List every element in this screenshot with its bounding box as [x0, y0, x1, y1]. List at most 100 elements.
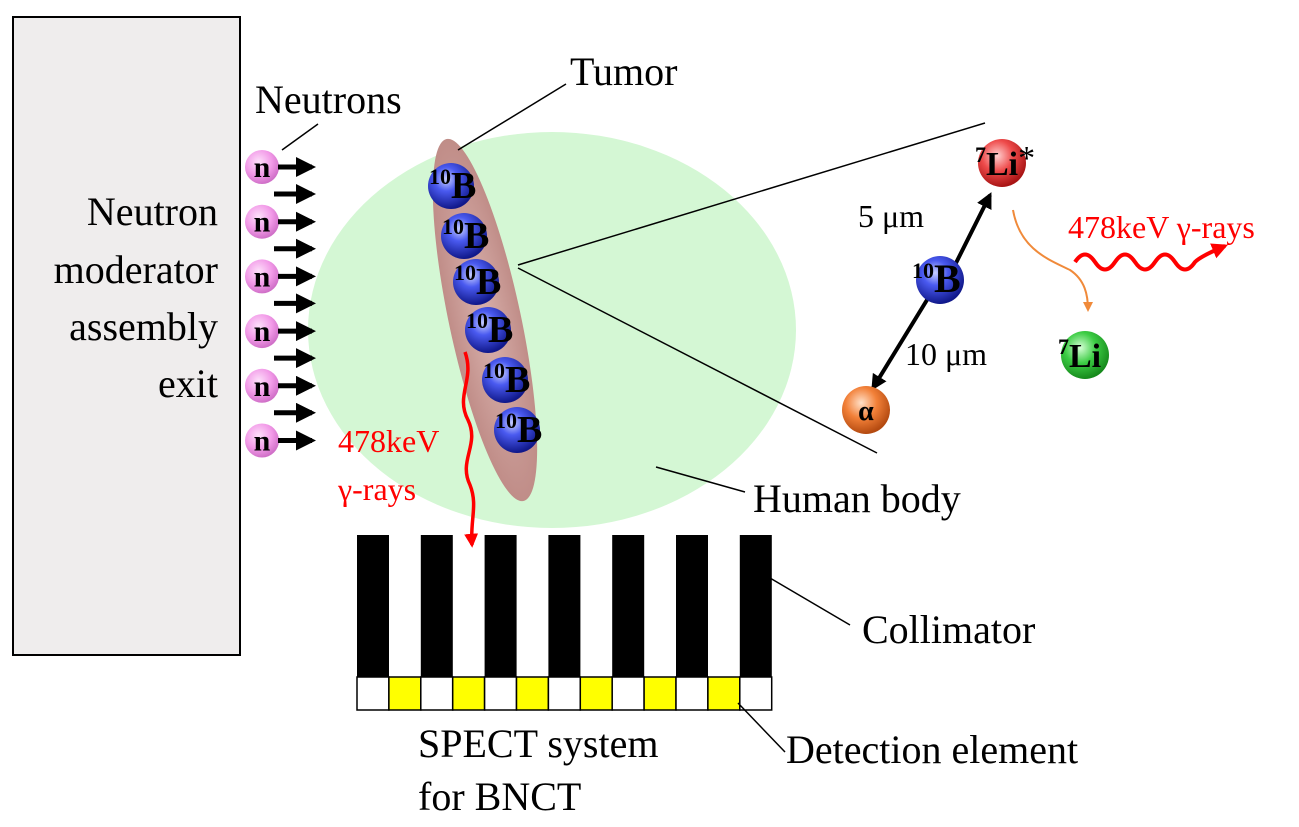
boron-mass: 10 — [429, 164, 451, 189]
alpha-particle — [842, 386, 890, 434]
detection-cell — [611, 676, 645, 711]
zoom-line-bottom — [517, 267, 878, 454]
detection-cell — [675, 676, 709, 711]
boron-atom — [494, 407, 540, 453]
li-excited-label: 7Li* — [975, 140, 1035, 183]
detection-cell — [547, 676, 582, 711]
boron-atom — [428, 163, 474, 209]
boron-mass: 10 — [495, 408, 517, 433]
boron-atom — [482, 357, 528, 403]
collimator-septum — [739, 535, 772, 677]
moderator-box — [12, 16, 241, 656]
li-excited-symbol: Li — [986, 146, 1018, 183]
moderator-label-line4: exit — [158, 361, 218, 406]
body-leader — [655, 466, 746, 493]
detection-cell — [388, 676, 422, 711]
li-label: 7Li — [1058, 334, 1101, 375]
neutrons-label: Neutrons — [255, 77, 402, 122]
boron-label: 10B — [466, 308, 513, 351]
li-excited-atom — [978, 139, 1026, 187]
collimator-septum — [612, 535, 645, 677]
gamma-inset-label: 478keV γ-rays — [1068, 209, 1255, 245]
detection-cell — [739, 676, 773, 711]
boron-label: 10B — [454, 260, 501, 303]
reaction-boron-atom — [916, 256, 964, 304]
boron-symbol: B — [451, 165, 476, 207]
collimator-septum — [676, 535, 708, 677]
detection-cell — [483, 676, 518, 711]
neutron-symbol: n — [254, 315, 271, 348]
detection-cell — [579, 676, 613, 711]
collimator-septum — [357, 535, 389, 677]
boron-atom — [465, 307, 511, 353]
detector-leader — [737, 702, 786, 753]
detection-cell — [420, 676, 454, 711]
li-atom — [1061, 331, 1109, 379]
boron-label: 10B — [495, 408, 542, 451]
detection-cell — [643, 676, 677, 711]
boron-mass: 10 — [454, 260, 476, 285]
gamma-body-line1: 478keV — [338, 423, 439, 459]
zoom-line-top — [517, 122, 986, 266]
li-excited-mass: 7 — [975, 142, 986, 167]
tumor-leader — [457, 83, 567, 151]
human-body — [308, 132, 796, 528]
boron-symbol: B — [517, 409, 542, 451]
neutron-symbol: n — [254, 425, 271, 458]
alpha-track — [871, 293, 932, 391]
boron-mass: 10 — [483, 358, 505, 383]
boron-label: 10B — [429, 164, 476, 207]
moderator-label-line2: moderator — [54, 247, 218, 292]
reaction-boron-label: 10B — [912, 256, 961, 301]
boron-symbol: B — [476, 261, 501, 303]
detection-cell — [356, 676, 390, 711]
li-excited-star: * — [1018, 140, 1035, 177]
collimator-septum — [420, 535, 453, 677]
detector-label: Detection element — [786, 727, 1078, 772]
neutrons-leader — [281, 123, 319, 151]
reaction-boron-mass: 10 — [912, 258, 934, 283]
collimator-leader — [769, 577, 851, 626]
li-mass: 7 — [1058, 334, 1069, 359]
reaction-boron-symbol: B — [934, 256, 961, 301]
gamma-path-body — [461, 351, 479, 548]
neutron-symbol: n — [254, 370, 271, 403]
range-alpha-label: 10 μm — [905, 336, 987, 372]
decay-arrow — [1012, 209, 1093, 312]
neutron-particle — [245, 368, 279, 403]
gamma-body-line2: γ-rays — [337, 471, 416, 507]
system-label-line2: for BNCT — [418, 774, 581, 819]
boron-atom — [453, 259, 499, 305]
neutron-particle — [245, 259, 279, 294]
boron-symbol: B — [488, 309, 513, 351]
neutron-symbol: n — [254, 151, 271, 184]
tumor-label: Tumor — [570, 49, 677, 94]
boron-label: 10B — [442, 214, 489, 257]
body-label: Human body — [753, 476, 961, 521]
detection-cell — [451, 676, 486, 711]
boron-symbol: B — [464, 215, 489, 257]
li-symbol: Li — [1069, 338, 1101, 375]
boron-label: 10B — [483, 358, 530, 401]
neutron-particle — [245, 423, 279, 458]
moderator-label-line3: assembly — [69, 304, 218, 349]
boron-atom — [441, 213, 487, 259]
neutron-symbol: n — [254, 206, 271, 239]
detection-elements — [356, 676, 773, 711]
moderator-label-line1: Neutron — [87, 189, 218, 234]
range-li-label: 5 μm — [858, 198, 924, 234]
system-label-line1: SPECT system — [418, 721, 658, 766]
boron-mass: 10 — [442, 214, 464, 239]
neutron-particle — [245, 204, 279, 239]
boron-symbol: B — [505, 359, 530, 401]
neutron-particle — [245, 150, 279, 184]
collimator-septum — [548, 535, 581, 677]
detection-cell — [707, 676, 741, 711]
boron-mass: 10 — [466, 308, 488, 333]
collimator-label: Collimator — [862, 607, 1035, 652]
gamma-wave-inset — [1073, 243, 1228, 272]
neutron-symbol: n — [254, 260, 271, 293]
